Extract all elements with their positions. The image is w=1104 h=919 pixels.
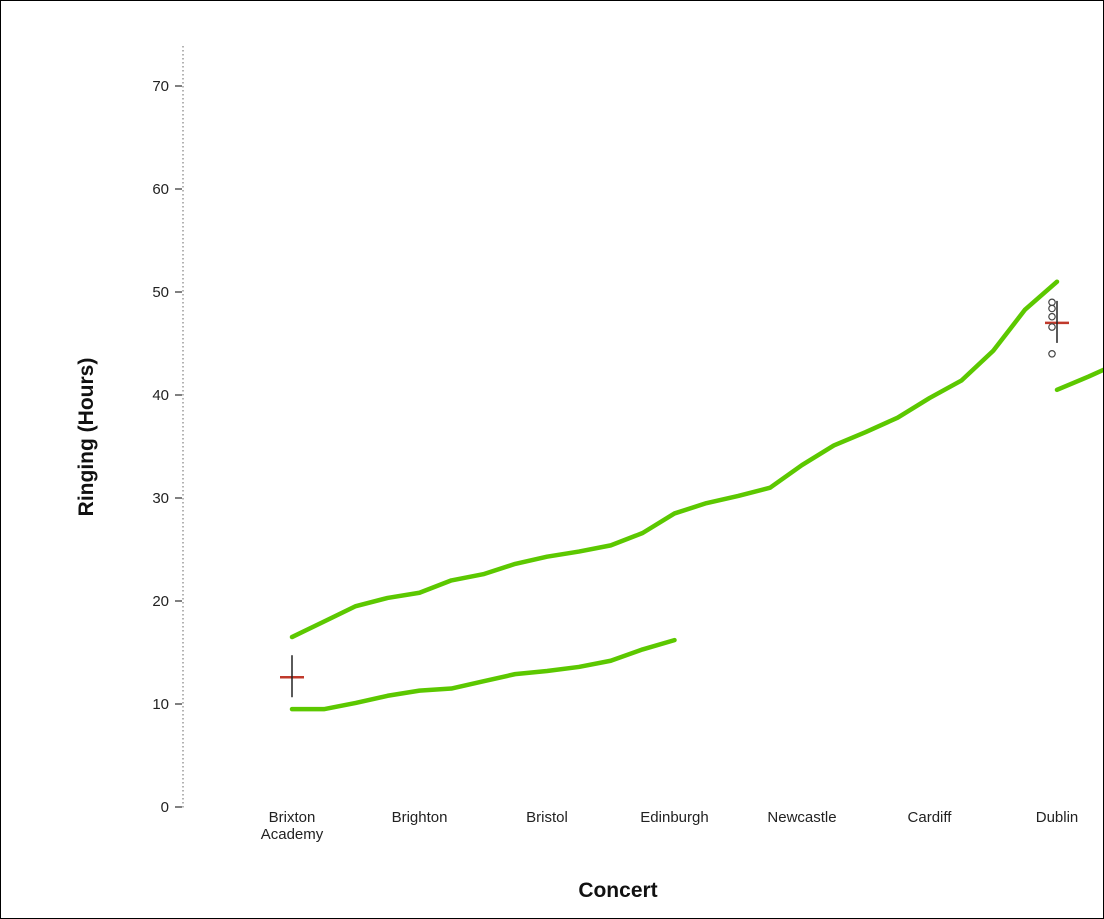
- outlier-point: [1048, 323, 1056, 331]
- x-axis-title: Concert: [578, 879, 657, 902]
- y-tick-label: 10: [152, 696, 169, 713]
- y-tick-label: 40: [152, 387, 169, 404]
- series-line-1: [289, 279, 1060, 640]
- x-axis-category-labels: Brixton Academy Brighton Bristol Edinburgh Ne…: [261, 809, 1079, 843]
- y-tick-label: 20: [152, 593, 169, 610]
- x-category-label: Cardiff: [908, 809, 953, 826]
- outlier-point: [1048, 349, 1056, 358]
- y-tick-label: 60: [152, 181, 169, 198]
- x-category-label: Brixton Academy: [261, 809, 324, 843]
- y-axis-title: Ringing (Hours): [75, 358, 98, 517]
- x-category-label-line: Academy: [261, 826, 324, 843]
- outlier-point: [1048, 312, 1056, 321]
- marker-layer: [280, 298, 1069, 698]
- outlier-point: [1048, 304, 1056, 313]
- x-category-label-line: Bristol: [526, 809, 568, 826]
- x-category-label: Edinburgh: [640, 809, 708, 826]
- x-category-label: Newcastle: [767, 809, 836, 826]
- y-tick-label: 70: [152, 78, 169, 95]
- series-layer: [289, 279, 1103, 712]
- x-category-label: Bristol: [526, 809, 568, 826]
- x-category-label: Brighton: [392, 809, 448, 826]
- y-tick-label: 30: [152, 490, 169, 507]
- series-line-2: [289, 637, 677, 712]
- x-category-label-line: Brighton: [392, 809, 448, 826]
- x-category-label: Dublin: [1036, 809, 1079, 826]
- y-tick-label: 0: [161, 799, 169, 816]
- x-category-label-line: Edinburgh: [640, 809, 708, 826]
- x-category-label-line: Cardiff: [908, 809, 953, 826]
- x-category-label-line: Newcastle: [767, 809, 836, 826]
- x-category-label-line: Dublin: [1036, 809, 1079, 826]
- y-axis: 0 10 20 30 40 50 60 70: [152, 46, 184, 816]
- outlier-point: [1048, 298, 1056, 307]
- series-line-3: [1054, 367, 1103, 393]
- x-category-label-line: Brixton: [269, 809, 316, 826]
- y-tick-label: 50: [152, 284, 169, 301]
